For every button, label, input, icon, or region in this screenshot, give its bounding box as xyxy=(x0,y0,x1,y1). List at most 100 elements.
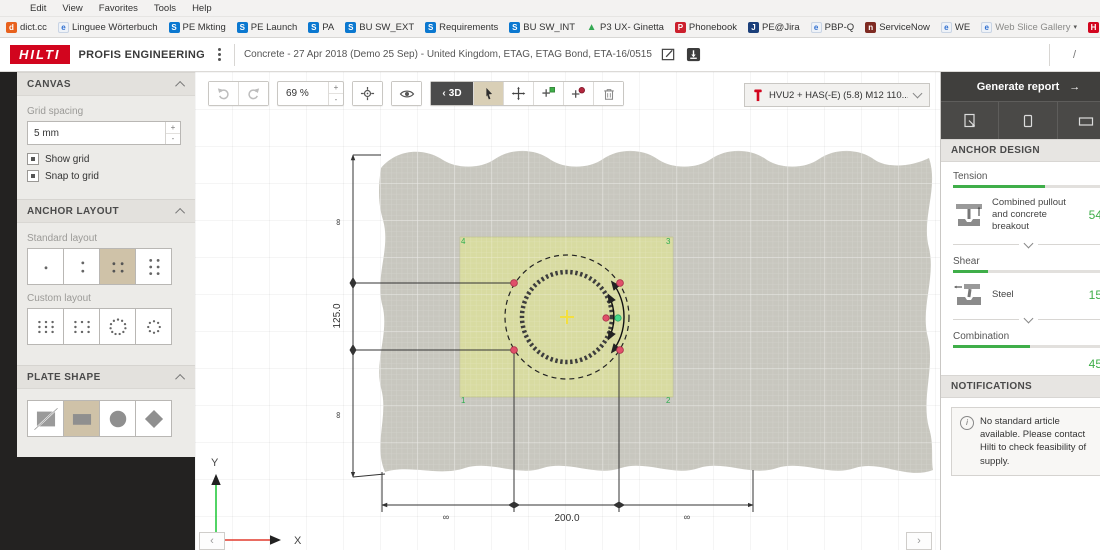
scroll-left-button[interactable]: ‹ xyxy=(199,532,225,550)
anchor-product-dropdown[interactable]: HVU2 + HAS(-E) (5.8) M12 110... xyxy=(744,83,930,107)
right-panel: Generate report → ANCHOR DESIGN Tension C… xyxy=(940,72,1100,550)
move-tool-button[interactable] xyxy=(504,82,534,105)
base-plate[interactable] xyxy=(459,236,674,398)
shear-expander[interactable] xyxy=(953,313,1100,324)
tab-plate-view[interactable] xyxy=(999,102,1058,139)
layout-6-anchor-button[interactable] xyxy=(136,248,172,285)
project-breadcrumb: Concrete - 27 Apr 2018 (Demo 25 Sep) - U… xyxy=(243,49,652,60)
switch-to-3d-button[interactable]: ‹ 3D xyxy=(431,82,474,105)
generate-report-button[interactable]: Generate report → xyxy=(941,72,1100,101)
plate-shape-custom-button[interactable] xyxy=(27,400,64,437)
layout-circle-8-button[interactable] xyxy=(136,308,172,345)
layout-2-anchor-button[interactable] xyxy=(64,248,100,285)
menu-tools[interactable]: Tools xyxy=(153,3,177,14)
scroll-right-button[interactable]: › xyxy=(906,532,932,550)
bookmark-item[interactable]: e Linguee Wörterbuch xyxy=(57,21,158,33)
bookmark-item[interactable]: J PE@Jira xyxy=(748,21,800,33)
bookmark-item[interactable]: S BU SW_EXT xyxy=(345,21,414,33)
bookmark-item[interactable]: e Web Slice Gallery ▾ xyxy=(981,21,1077,33)
bookmark-item[interactable]: e PBP-Q xyxy=(810,21,854,33)
collapse-icon xyxy=(175,207,186,218)
tension-expander[interactable] xyxy=(953,238,1100,249)
section-header-canvas[interactable]: CANVAS xyxy=(17,72,195,96)
bookmark-item[interactable]: S PA xyxy=(308,21,334,33)
bookmark-item[interactable]: S BU SW_INT xyxy=(509,21,575,33)
tab-dimensions[interactable] xyxy=(1058,102,1100,139)
menu-edit[interactable]: Edit xyxy=(30,3,47,14)
anchor-point[interactable] xyxy=(616,279,624,287)
bookmark-item[interactable]: S Requirements xyxy=(425,21,498,33)
sharepoint-icon: S xyxy=(509,21,521,33)
plate-drawing[interactable]: 4 3 1 2 xyxy=(195,72,940,550)
bookmark-item[interactable]: S PE Mkting xyxy=(168,21,226,33)
layout-1-anchor-button[interactable] xyxy=(27,248,64,285)
grid-spacing-decrease-button[interactable]: - xyxy=(171,134,175,144)
plate-shape-diamond-button[interactable] xyxy=(136,400,172,437)
anchor-point[interactable] xyxy=(510,346,518,354)
radius-handle[interactable] xyxy=(602,314,610,322)
anchor-point[interactable] xyxy=(510,279,518,287)
plate-shape-circle-button[interactable] xyxy=(100,400,136,437)
menu-favorites[interactable]: Favorites xyxy=(98,3,138,14)
layout-4-anchor-button-selected[interactable] xyxy=(100,248,136,285)
undo-button[interactable] xyxy=(209,82,239,105)
anchor-point[interactable] xyxy=(616,346,624,354)
snap-to-grid-checkbox[interactable] xyxy=(27,170,39,182)
bookmark-item[interactable]: P Phonebook xyxy=(674,21,737,33)
bookmark-item[interactable]: e WE xyxy=(940,21,970,33)
bookmark-item[interactable]: ▲ P3 UX- Ginetta xyxy=(586,21,664,33)
dim-label-infinity: ∞ xyxy=(684,512,690,522)
grid-spacing-increase-button[interactable]: + xyxy=(166,122,180,134)
add-anchor-button[interactable] xyxy=(564,82,594,105)
combination-utilization-bar xyxy=(953,344,1100,348)
plate-shape-rectangle-button-selected[interactable] xyxy=(64,400,100,437)
redo-button[interactable] xyxy=(239,82,268,105)
design-canvas[interactable]: 69 % + - ‹ 3D xyxy=(195,72,940,550)
show-grid-checkbox[interactable] xyxy=(27,153,39,165)
layout-grid-9-button[interactable] xyxy=(27,308,64,345)
notifications-header[interactable]: NOTIFICATIONS xyxy=(941,374,1100,398)
tension-breakout-icon xyxy=(956,203,982,226)
zoom-to-fit-button[interactable] xyxy=(353,82,382,105)
add-plate-button[interactable] xyxy=(534,82,564,105)
plate-center-cross[interactable] xyxy=(560,310,574,324)
menu-view[interactable]: View xyxy=(62,3,83,14)
sharepoint-icon: S xyxy=(168,21,180,33)
menu-help[interactable]: Help xyxy=(192,3,212,14)
dim-label-125[interactable]: 125.0 xyxy=(332,303,343,328)
tab-report-preview[interactable] xyxy=(941,102,1000,139)
export-project-icon[interactable] xyxy=(686,47,702,63)
tension-label: Tension xyxy=(953,171,988,182)
edit-project-icon[interactable] xyxy=(661,47,677,63)
anchor-design-header[interactable]: ANCHOR DESIGN xyxy=(941,139,1100,162)
bookmark-item[interactable]: d dict.cc xyxy=(6,21,47,33)
section-header-anchor-layout[interactable]: ANCHOR LAYOUT xyxy=(17,199,195,223)
section-header-plate-shape[interactable]: PLATE SHAPE xyxy=(17,365,195,389)
collapse-icon xyxy=(175,373,186,384)
plate-corner-1: 1 xyxy=(461,396,466,405)
info-icon: i xyxy=(960,415,974,430)
bookmark-item[interactable]: n ServiceNow xyxy=(865,21,930,33)
kebab-menu-icon[interactable] xyxy=(214,46,225,63)
delete-button[interactable] xyxy=(594,82,623,105)
zoom-out-button[interactable]: - xyxy=(334,95,338,104)
ie-page-icon: e xyxy=(940,21,952,33)
left-sidebar: CANVAS Grid spacing + - Show grid xyxy=(17,72,195,550)
edge-handle[interactable] xyxy=(614,314,622,322)
zoom-in-button[interactable]: + xyxy=(329,82,343,94)
bookmark-item[interactable]: HHilti PROFIS Engineering -... xyxy=(1088,21,1100,33)
bookmark-item[interactable]: S PE Launch xyxy=(236,21,297,33)
layout-box-8-button[interactable] xyxy=(64,308,100,345)
layout-circle-12-button[interactable] xyxy=(100,308,136,345)
anchor-points[interactable] xyxy=(510,279,624,354)
grid-spacing-input[interactable] xyxy=(28,122,165,144)
avatar-placeholder[interactable]: / xyxy=(1072,48,1076,61)
dim-label-200[interactable]: 200.0 xyxy=(554,513,579,524)
rotate-arc-outer[interactable] xyxy=(610,280,625,354)
bookmarks-bar: d dict.cc e Linguee Wörterbuch S PE Mkting … xyxy=(0,17,1100,38)
dim-label-infinity: ∞ xyxy=(443,512,449,522)
select-tool-button-selected[interactable] xyxy=(474,82,504,105)
visibility-button[interactable] xyxy=(392,82,421,105)
rotate-arc-inner[interactable] xyxy=(607,293,616,341)
dictcc-icon: d xyxy=(6,21,17,33)
